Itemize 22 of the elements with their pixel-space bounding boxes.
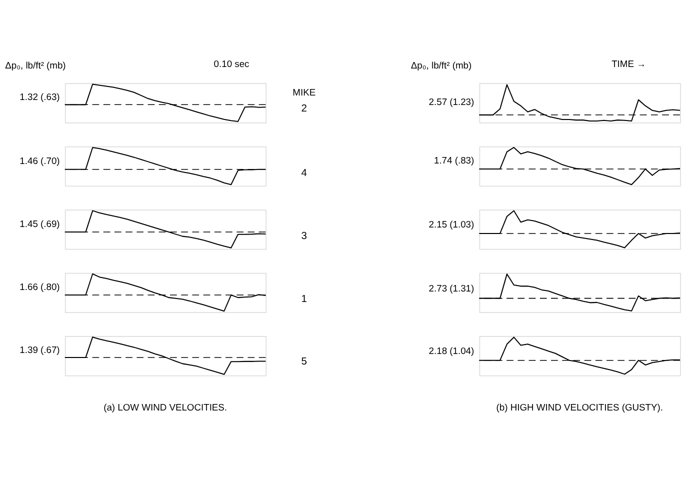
y-axis-title: Δp₀, lb/ft² (mb) — [410, 60, 472, 71]
text: 3 — [301, 230, 308, 242]
text: 1.45 (.69) — [20, 218, 60, 229]
text: 4 — [301, 168, 308, 180]
text: TIME → — [612, 58, 646, 69]
text: 5 — [301, 356, 308, 368]
text: (b) HIGH WIND VELOCITIES (GUSTY). — [496, 401, 663, 412]
text: 1.39 (.67) — [20, 344, 60, 355]
text: 1.74 (.83) — [434, 154, 474, 166]
text: 1.46 (.70) — [20, 154, 60, 166]
y-axis-title: Δp₀, lb/ft² (mb) — [5, 60, 66, 71]
text: 2.73 (1.31) — [428, 282, 474, 294]
text: (a) LOW WIND VELOCITIES. — [104, 401, 228, 412]
text: 2.15 (1.03) — [428, 218, 474, 230]
text: 2 — [301, 104, 308, 115]
text: 1.66 (.80) — [20, 280, 60, 292]
text: 1 — [301, 294, 308, 305]
text: MIKE — [292, 86, 316, 98]
text: 1.32 (.63) — [20, 90, 60, 102]
text: 2.18 (1.04) — [428, 345, 474, 356]
text: 0.10 sec — [214, 58, 250, 69]
text: 2.57 (1.23) — [428, 96, 474, 108]
